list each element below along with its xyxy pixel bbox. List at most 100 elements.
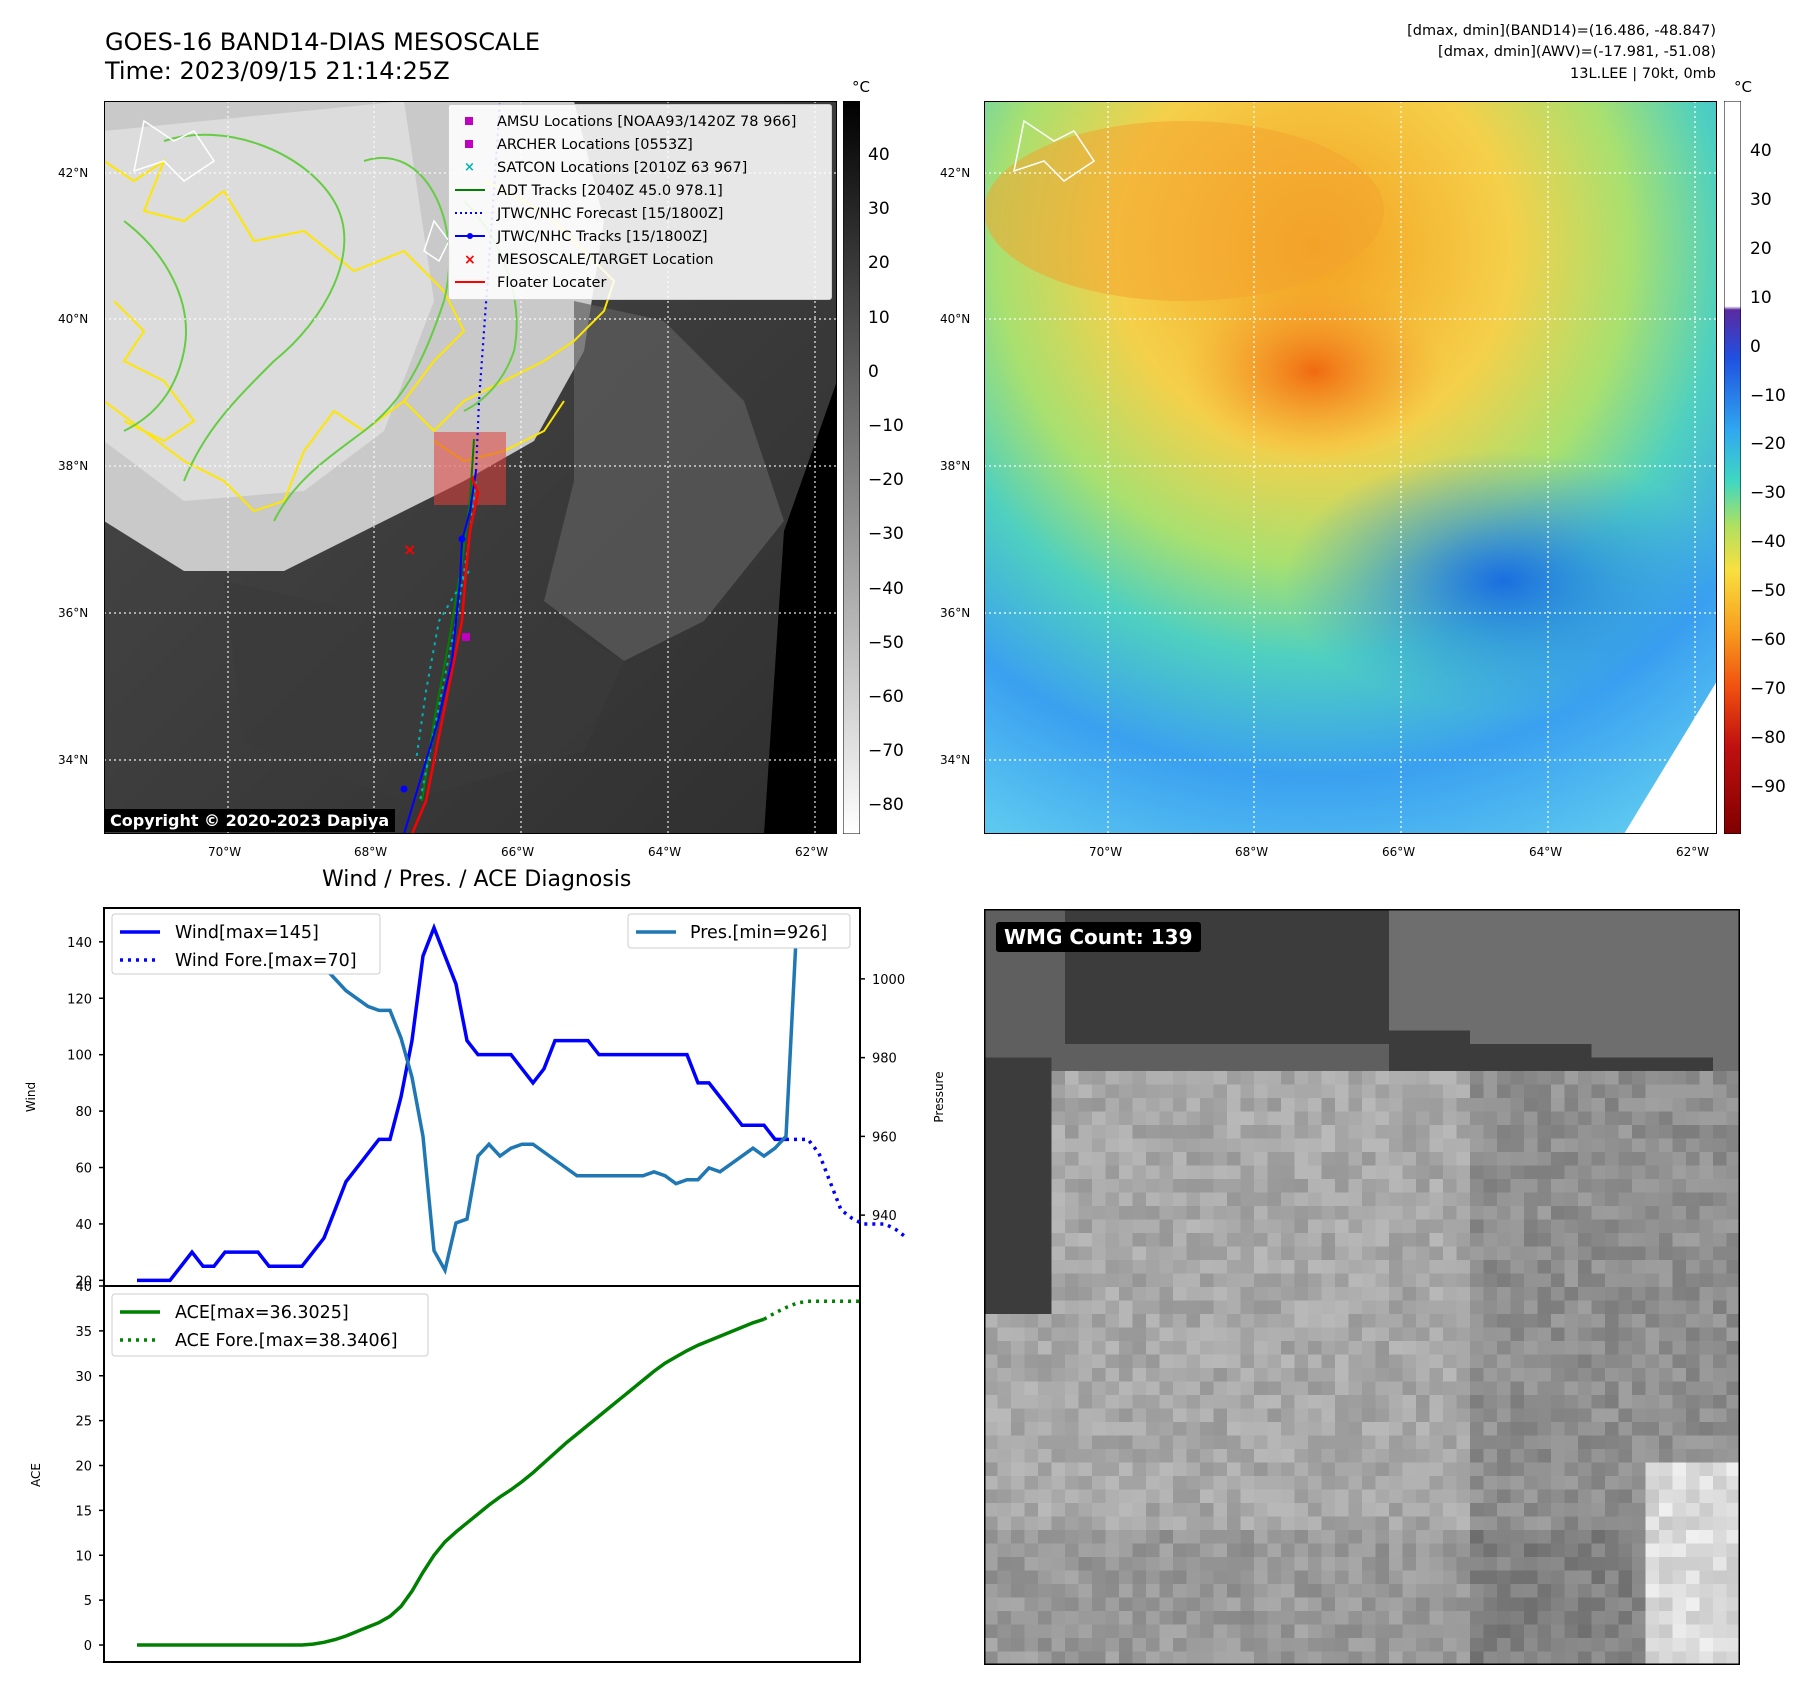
wmg-pixel [1159,1246,1174,1261]
wmg-pixel [1537,1057,1552,1072]
wmg-pixel [1321,1435,1336,1450]
wmg-pixel [1281,1003,1296,1018]
wmg-pixel [1497,1219,1512,1234]
wmg-pixel [1510,1516,1525,1531]
wmg-pixel [1618,1057,1633,1072]
wmg-pixel [1578,1314,1593,1329]
wmg-pixel [1618,1071,1633,1086]
wmg-pixel [1105,1368,1120,1383]
wmg-pixel [1578,949,1593,964]
wmg-pixel [1443,1503,1458,1518]
wmg-pixel [1713,1611,1728,1626]
wmg-pixel [1051,1503,1066,1518]
wmg-pixel [1591,963,1606,978]
wmg-pixel [1173,1071,1188,1086]
wmg-pixel [1537,1341,1552,1356]
wmg-pixel [1429,1503,1444,1518]
wmg-pixel [1213,1395,1228,1410]
wmg-pixel [1011,976,1026,991]
wmg-pixel [1497,1381,1512,1396]
wmg-pixel [997,1462,1012,1477]
wmg-pixel [1605,1287,1620,1302]
wmg-pixel [1281,1017,1296,1032]
colorbar-right-tick: −50 [1750,581,1786,602]
wmg-pixel [1591,1638,1606,1653]
wmg-pixel [1146,1327,1161,1342]
wmg-pixel [1659,1233,1674,1248]
wmg-pixel [1335,1192,1350,1207]
wmg-pixel [1632,909,1647,924]
wmg-pixel [1429,1273,1444,1288]
wmg-pixel [1092,1408,1107,1423]
wmg-pixel [1416,1030,1431,1045]
wmg-pixel [1416,1638,1431,1653]
wmg-pixel [1402,1084,1417,1099]
wmg-pixel [1011,1435,1026,1450]
wmg-pixel [1672,963,1687,978]
wmg-pixel [1632,963,1647,978]
wmg-pixel [1443,1516,1458,1531]
wmg-pixel [1092,1246,1107,1261]
wmg-pixel [1078,1165,1093,1180]
wmg-pixel [1470,1179,1485,1194]
wmg-pixel [984,1597,999,1612]
wmg-pixel [1497,1503,1512,1518]
wmg-pixel [1119,1219,1134,1234]
wmg-pixel [1591,1206,1606,1221]
wmg-pixel [1213,1287,1228,1302]
wmg-pixel [1389,1341,1404,1356]
wmg-pixel [1632,1165,1647,1180]
wmg-pixel [1119,1543,1134,1558]
wmg-pixel [1186,1395,1201,1410]
wmg-pixel [1186,909,1201,924]
wmg-pixel [1645,1314,1660,1329]
wmg-pixel [1497,1273,1512,1288]
wmg-pixel [1213,1597,1228,1612]
band14-colorbar [843,101,860,834]
wmg-pixel [1537,1327,1552,1342]
wmg-pixel [1470,1341,1485,1356]
wmg-pixel [1483,1030,1498,1045]
wmg-pixel [1213,1219,1228,1234]
wmg-pixel [1240,1098,1255,1113]
wmg-pixel [1254,1543,1269,1558]
wmg-pixel [1281,1395,1296,1410]
wmg-pixel [1038,1125,1053,1140]
wmg-pixel [1659,1165,1674,1180]
wmg-pixel [1551,1084,1566,1099]
wmg-pixel [1591,1125,1606,1140]
wmg-pixel [1375,1570,1390,1585]
wmg-pixel [1389,963,1404,978]
wmg-pixel [1645,1530,1660,1545]
wmg-pixel [1294,1543,1309,1558]
wmg-pixel [1591,1071,1606,1086]
wmg-pixel [1416,1192,1431,1207]
wmg-pixel [1402,1314,1417,1329]
wmg-pixel [1497,1354,1512,1369]
wmg-pixel [1551,1260,1566,1275]
wmg-pixel [1578,1530,1593,1545]
wmg-pixel [1591,1152,1606,1167]
wmg-pixel [1591,1246,1606,1261]
wmg-pixel [1618,1570,1633,1585]
wmg-pixel [1011,1219,1026,1234]
wmg-pixel [1011,1530,1026,1545]
wmg-pixel [1726,949,1740,964]
wmg-pixel [1645,1300,1660,1315]
wmg-pixel [1335,949,1350,964]
wmg-pixel [1173,1489,1188,1504]
wmg-pixel [1132,963,1147,978]
wmg-pixel [1078,1489,1093,1504]
wmg-pixel [1078,1381,1093,1396]
wmg-pixel [1726,1071,1740,1086]
wmg-pixel [1551,936,1566,951]
wmg-pixel [1699,1098,1714,1113]
wmg-pixel [1362,1341,1377,1356]
wmg-pixel [1672,1017,1687,1032]
wmg-pixel [1011,1246,1026,1261]
wmg-pixel [1483,1368,1498,1383]
wmg-pixel [1713,922,1728,937]
wmg-pixel [1497,1314,1512,1329]
wmg-pixel [1389,1435,1404,1450]
wmg-pixel [1470,1354,1485,1369]
